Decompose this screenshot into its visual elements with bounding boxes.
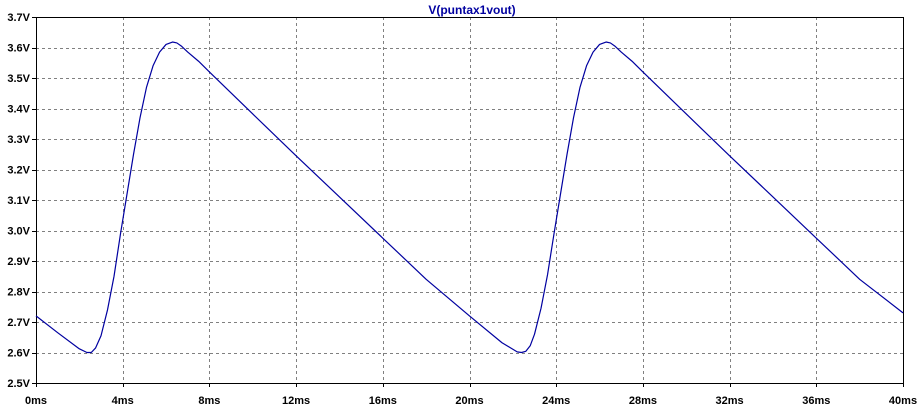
y-tick-label: 3.6V [7, 43, 30, 55]
grid-layer [36, 17, 903, 383]
x-tick-label: 40ms [889, 395, 917, 407]
y-tick-label: 3.1V [7, 195, 30, 207]
y-tick-label: 2.9V [7, 256, 30, 268]
y-tick-label: 3.3V [7, 134, 30, 146]
x-tick-label: 8ms [198, 395, 220, 407]
x-tick-label: 4ms [112, 395, 134, 407]
x-tick-label: 32ms [716, 395, 744, 407]
plot-frame [36, 17, 904, 384]
y-tick-label: 2.5V [7, 378, 30, 390]
tick-label-layer: 0ms 4ms 8ms 12ms 16ms 20ms 24ms 28ms 32ms 36ms 40m… [7, 12, 917, 407]
x-tick-label: 20ms [455, 395, 483, 407]
y-tick-label: 2.7V [7, 317, 30, 329]
y-tick-label: 3.4V [7, 104, 30, 116]
x-tick-label: 0ms [25, 395, 47, 407]
y-tick-label: 3.5V [7, 73, 30, 85]
y-tick-label: 2.6V [7, 348, 30, 360]
x-tick-label: 36ms [802, 395, 830, 407]
y-tick-label: 3.0V [7, 226, 30, 238]
chart-title: V(puntax1vout) [428, 3, 515, 17]
axis-layer [32, 17, 904, 387]
y-tick-label: 2.8V [7, 287, 30, 299]
y-tick-label: 3.7V [7, 12, 30, 24]
x-tick-label: 28ms [629, 395, 657, 407]
series-line [35, 41, 904, 354]
x-tick-label: 12ms [282, 395, 310, 407]
x-tick-label: 24ms [542, 395, 570, 407]
x-tick-label: 16ms [369, 395, 397, 407]
y-tick-label: 3.2V [7, 165, 30, 177]
series-layer [35, 41, 904, 354]
